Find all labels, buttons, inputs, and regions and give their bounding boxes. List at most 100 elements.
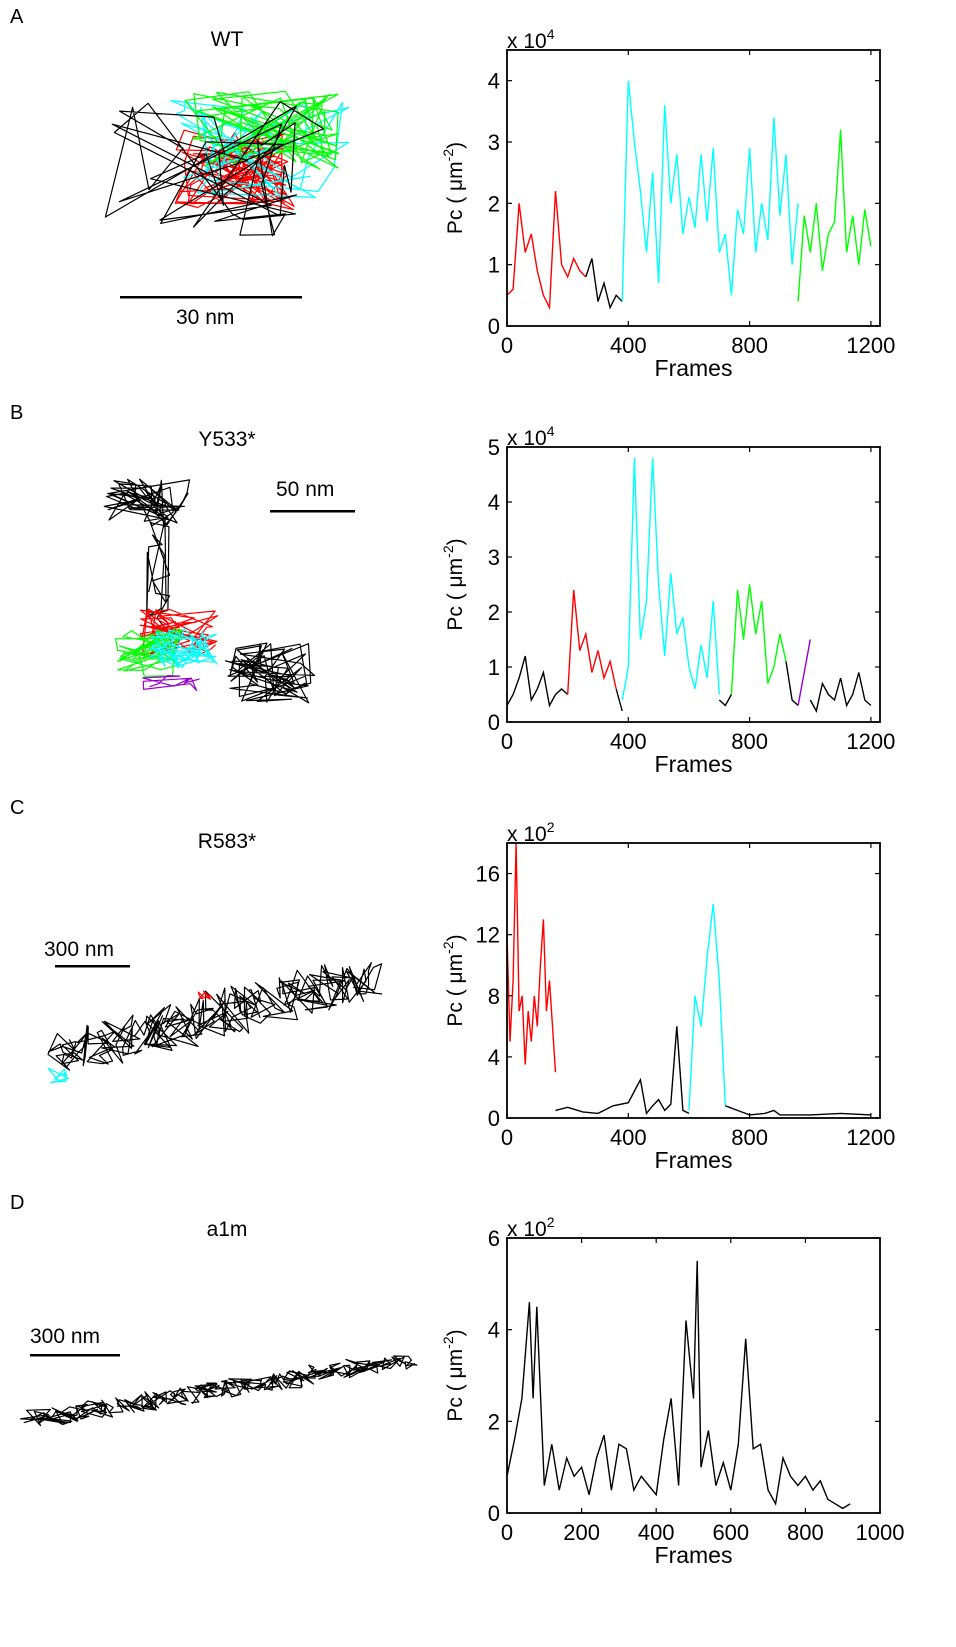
series-line-a-0: [506, 191, 587, 311]
y-axis-label-exponent: -2: [440, 1336, 456, 1349]
y-tick-label: 16: [476, 862, 500, 887]
plot-frame-d: [506, 1237, 881, 1514]
series-line-a-3: [797, 129, 872, 302]
x-tick-label: 1200: [846, 333, 895, 358]
x-axis-label: Frames: [655, 1542, 733, 1568]
y-axis-label-exponent: -2: [440, 149, 456, 162]
y-tick-label: 4: [488, 69, 500, 94]
y-axis-label-main: Pc ( μm: [444, 558, 467, 631]
y-tick-label: 6: [488, 1226, 500, 1251]
axis-multiplier-exponent: 2: [547, 819, 555, 835]
scalebar-b: [270, 510, 355, 513]
trajectory-plot-b: [103, 478, 316, 704]
x-tick-label: 0: [501, 1125, 513, 1150]
pc-chart-d: 0 200 400 600 800 1000 0 2 4 6 Frames Pc ( μm-2) x 1…: [440, 1214, 904, 1568]
x-axis-label: Frames: [655, 1147, 733, 1173]
series-line-c-0: [506, 842, 557, 1073]
y-axis-label-main: Pc ( μm: [444, 161, 467, 234]
scalebar-label-d: 300 nm: [30, 1325, 101, 1348]
panel-letter-c: C: [10, 797, 25, 819]
panel-letter-d: D: [10, 1192, 25, 1214]
trajectory-title-c: R583*: [197, 830, 257, 853]
y-tick-label: 8: [488, 984, 500, 1009]
axis-multiplier: x 104: [507, 423, 555, 450]
plot-frame-a: [506, 49, 881, 327]
series-line-b-5: [730, 584, 787, 695]
trajectory-title-a: WT: [210, 28, 244, 51]
axis-multiplier-exponent: 4: [547, 26, 555, 42]
x-tick-label: 800: [731, 729, 768, 754]
trajectory-title-d: a1m: [206, 1218, 248, 1241]
scalebar-label-c: 300 nm: [44, 938, 115, 961]
y-tick-label: 4: [488, 490, 500, 515]
x-tick-label: 400: [610, 333, 647, 358]
x-tick-label: 800: [787, 1520, 824, 1545]
trajectory-black: [104, 100, 325, 237]
y-tick-label: 5: [488, 435, 500, 460]
series-line-b-8: [809, 672, 872, 713]
x-tick-label: 400: [638, 1520, 675, 1545]
axis-multiplier: x 102: [507, 819, 555, 846]
series-line-b-0: [506, 655, 569, 708]
series-line-b-2: [615, 688, 623, 712]
trajectory-purple: [142, 675, 200, 692]
x-tick-label: 800: [731, 333, 768, 358]
series-line-a-1: [585, 258, 623, 310]
scalebar-label-a: 30 nm: [176, 306, 235, 329]
trajectory-black-cluster: [224, 642, 316, 704]
plot-frame-b: [506, 446, 881, 723]
y-tick-label: 1: [488, 253, 500, 278]
series-line-d-0: [506, 1260, 851, 1510]
axis-multiplier-base: x 10: [507, 1218, 547, 1241]
y-axis-label: Pc ( μm-2): [440, 1329, 467, 1421]
y-tick-label: 12: [476, 923, 500, 948]
y-tick-label: 0: [488, 1501, 500, 1526]
series-line-c-3: [725, 1105, 871, 1116]
scalebar-label-b: 50 nm: [276, 478, 335, 501]
scalebar-a: [120, 296, 302, 299]
x-tick-label: 600: [712, 1520, 749, 1545]
y-tick-label: 1: [488, 655, 500, 680]
trajectory-cyan: [47, 1067, 70, 1083]
y-axis-label-main: Pc ( μm: [444, 954, 467, 1027]
series-line-b-7: [797, 639, 811, 706]
y-axis-label-close: ): [444, 934, 467, 941]
y-axis-label: Pc ( μm-2): [440, 538, 467, 630]
y-tick-label: 4: [488, 1318, 500, 1343]
y-axis-label-main: Pc ( μm: [444, 1349, 467, 1422]
axis-multiplier: x 102: [507, 1214, 555, 1241]
series-line-b-1: [567, 589, 617, 695]
y-tick-label: 0: [488, 1106, 500, 1131]
y-tick-label: 3: [488, 130, 500, 155]
trajectory-black: [103, 478, 191, 528]
x-tick-label: 400: [610, 729, 647, 754]
y-axis-label-exponent: -2: [440, 941, 456, 954]
series-line-b-4: [718, 694, 733, 707]
y-tick-label: 3: [488, 545, 500, 570]
y-tick-label: 4: [488, 1045, 500, 1070]
y-axis-label-exponent: -2: [440, 545, 456, 558]
series-line-b-6: [785, 661, 799, 707]
trajectory-black-link: [145, 518, 171, 632]
y-tick-label: 0: [488, 314, 500, 339]
trajectory-red: [197, 990, 212, 1000]
y-tick-label: 0: [488, 710, 500, 735]
panel-letter-a: A: [10, 6, 24, 28]
trajectory-cyan: [149, 628, 218, 668]
y-axis-label-close: ): [444, 538, 467, 545]
y-axis-label: Pc ( μm-2): [440, 142, 467, 234]
x-tick-label: 200: [563, 1520, 600, 1545]
x-axis-label: Frames: [655, 355, 733, 381]
trajectory-plot-d: [20, 1355, 418, 1427]
axis-multiplier: x 104: [507, 26, 555, 53]
x-tick-label: 400: [610, 1125, 647, 1150]
x-tick-label: 1200: [846, 1125, 895, 1150]
x-tick-label: 800: [731, 1125, 768, 1150]
scalebar-c: [55, 965, 130, 968]
y-axis-label-close: ): [444, 1329, 467, 1336]
series-line-b-3: [621, 457, 720, 701]
axis-multiplier-exponent: 2: [547, 1214, 555, 1230]
scalebar-d: [30, 1354, 120, 1357]
trajectory-black: [20, 1355, 418, 1427]
